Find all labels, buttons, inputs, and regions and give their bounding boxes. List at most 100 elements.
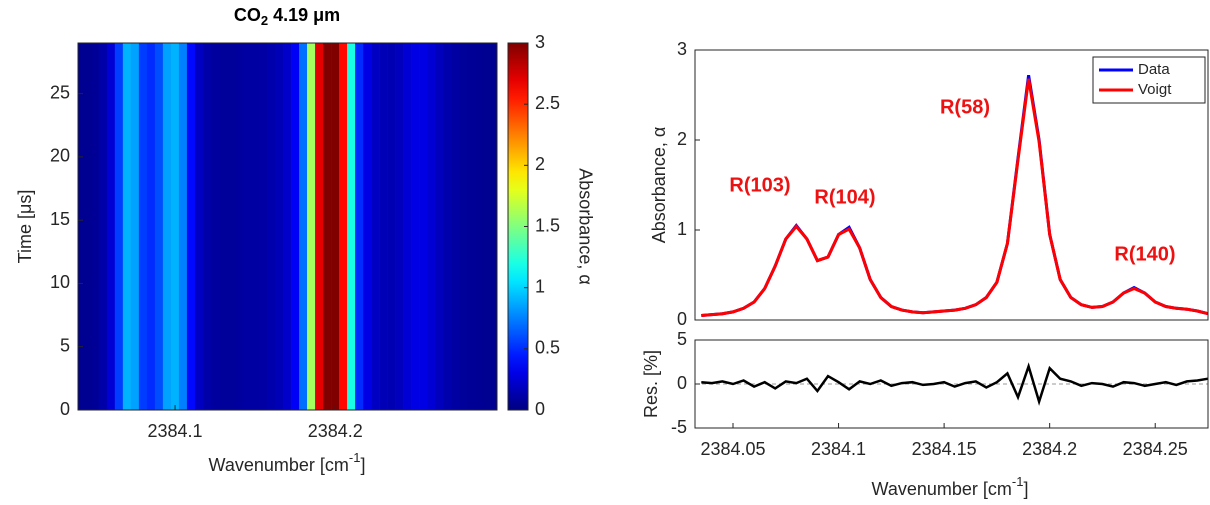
heat-cell (443, 43, 452, 410)
legend-label: Data (1138, 61, 1170, 78)
peak-annotation: R(58) (940, 96, 990, 118)
y-tick-label: 15 (50, 209, 70, 229)
heat-cell (106, 43, 116, 410)
heat-cell (371, 43, 380, 410)
label-part: ] (1023, 479, 1028, 499)
heat-cell (98, 43, 108, 410)
label-part: 2 (261, 13, 268, 28)
heat-cell (355, 43, 364, 410)
heat-cell (202, 43, 212, 410)
colorbar-tick-label: 3 (535, 32, 545, 52)
heat-cell (178, 43, 188, 410)
label-part: ] (360, 455, 365, 475)
colorbar-tick-label: 0 (535, 399, 545, 419)
heat-cell (218, 43, 228, 410)
label: Wavenumber [cm-1] (872, 474, 1029, 498)
x-tick-label: 2384.1 (811, 439, 866, 459)
heat-cell (242, 43, 252, 410)
heat-cell (266, 43, 276, 410)
label-part: -1 (349, 450, 361, 465)
heat-cell (275, 43, 284, 410)
colorbar-tick-label: 1.5 (535, 215, 560, 235)
heat-cell (379, 43, 388, 410)
heat-cell (419, 43, 428, 410)
y-tick-label: 2 (677, 129, 687, 149)
heat-cell (146, 43, 156, 410)
colorbar-tick-label: 2.5 (535, 93, 560, 113)
heat-cell (435, 43, 444, 410)
y-tick-label: 5 (60, 335, 70, 355)
heat-cell (291, 43, 300, 410)
y-label: Time [μs] (15, 190, 35, 264)
x-tick-label: 2384.15 (912, 439, 977, 459)
legend-box (1092, 56, 1206, 104)
label-part: 4.19 μm (268, 5, 340, 25)
heat-cell (387, 43, 396, 410)
heat-cell (483, 43, 492, 410)
heat-cell (331, 43, 340, 410)
heat-cell (90, 43, 100, 410)
heat-cell (130, 43, 140, 410)
y-tick-label: 20 (50, 146, 70, 166)
y-label: Res. [%] (641, 350, 661, 418)
heat-cell (459, 43, 468, 410)
heat-cell (363, 43, 372, 410)
y-tick-label: 10 (50, 272, 70, 292)
colorbar-label: Absorbance, α (575, 168, 595, 284)
heat-cell (307, 43, 316, 410)
label: CO2 4.19 μm (234, 5, 340, 29)
y-tick-label: 0 (677, 373, 687, 393)
heat-cell (162, 43, 172, 410)
x-tick-label: 2384.05 (700, 439, 765, 459)
y-tick-label: 5 (677, 329, 687, 349)
label-part: CO (234, 5, 261, 25)
label-part: Wavenumber [cm (872, 479, 1012, 499)
heat-cell (78, 43, 84, 410)
heat-cell (122, 43, 132, 410)
heat-cell (467, 43, 476, 410)
series-line (701, 78, 1209, 317)
axes-box (77, 42, 498, 411)
heat-cell (258, 43, 268, 410)
heat-cell (339, 43, 348, 410)
series-line (701, 362, 1209, 406)
y-tick-label: 1 (677, 219, 687, 239)
x-tick-label: 2384.2 (1022, 439, 1077, 459)
label-part: Wavenumber [cm (209, 455, 349, 475)
heat-cell (250, 43, 260, 410)
heat-cell (186, 43, 196, 410)
colorbar-tick-label: 0.5 (535, 338, 560, 358)
y-tick-label: 3 (677, 39, 687, 59)
colorbar-tick-label: 2 (535, 154, 545, 174)
label: Wavenumber [cm-1] (209, 450, 366, 474)
heat-cell (315, 43, 324, 410)
heat-cell (347, 43, 356, 410)
label-part: -1 (1012, 474, 1024, 489)
y-label: Absorbance, α (649, 127, 669, 243)
heat-cell (451, 43, 460, 410)
y-tick-label: -5 (671, 417, 687, 437)
heat-cell (299, 43, 308, 410)
y-tick-label: 0 (677, 309, 687, 329)
y-tick-label: 25 (50, 82, 70, 102)
x-tick-label: 2384.1 (148, 421, 203, 441)
heat-cell (226, 43, 236, 410)
axes-box (694, 49, 1209, 321)
heat-cell (154, 43, 164, 410)
y-tick-label: 0 (60, 399, 70, 419)
peak-annotation: R(103) (729, 174, 790, 196)
heat-cell (283, 43, 292, 410)
colorbar-tick-label: 1 (535, 276, 545, 296)
heat-cell (82, 43, 92, 410)
heat-cell (323, 43, 332, 410)
heat-cell (403, 43, 412, 410)
heat-cell (234, 43, 244, 410)
heat-cell (411, 43, 420, 410)
heat-cell (210, 43, 220, 410)
heat-cell (114, 43, 124, 410)
peak-annotation: R(104) (814, 186, 875, 208)
legend-label: Voigt (1138, 81, 1172, 98)
heat-cell (427, 43, 436, 410)
